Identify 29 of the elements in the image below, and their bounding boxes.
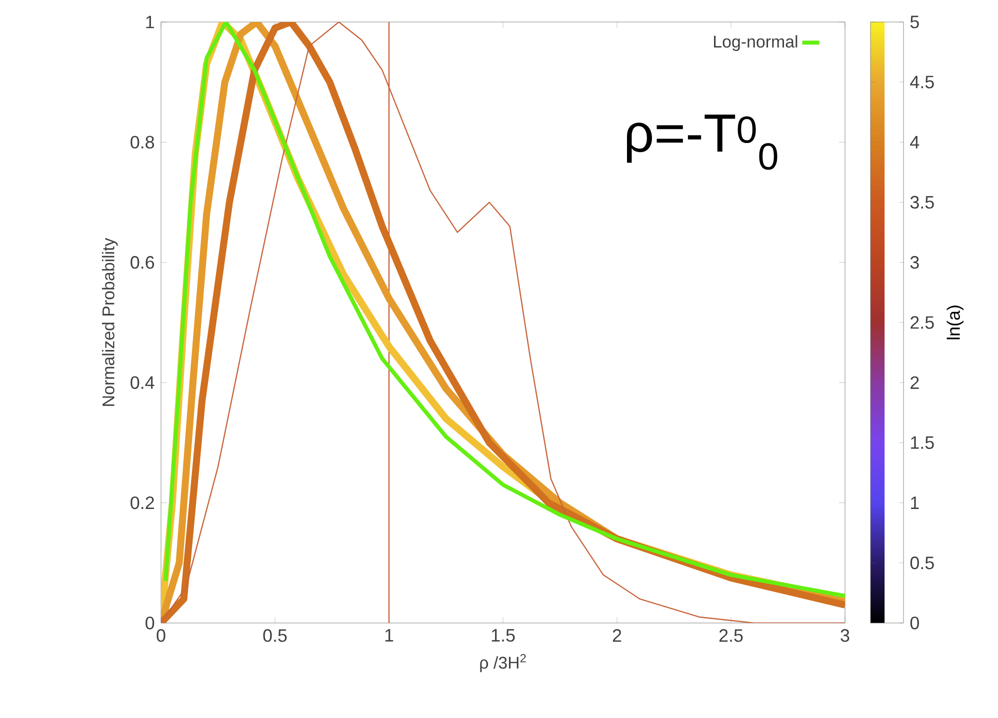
color-bar-label: 1 (911, 496, 919, 509)
color-bar-title: ln(a) (946, 306, 964, 340)
y-tick-label: 0.4 (130, 376, 154, 389)
color-bar-label: 0.5 (910, 556, 934, 570)
color-bar-label: 3 (910, 256, 919, 269)
color-bar-label: 0 (910, 616, 919, 630)
x-tick-label: 1.5 (492, 629, 515, 642)
color-bar-label: 5 (910, 16, 919, 28)
color-bar-label: 3.5 (910, 196, 934, 209)
color-bar-label: 2 (910, 376, 919, 389)
x-tick-label: 1 (385, 629, 394, 642)
y-tick-label: 0.2 (130, 496, 154, 510)
color-bar-label: 1.5 (911, 436, 934, 449)
x-tick-label: 2 (612, 629, 622, 642)
color-bar-label: 4 (910, 136, 920, 148)
y-tick-label: 0.6 (130, 256, 154, 269)
color-bar-label: 2.5 (910, 316, 934, 329)
y-tick-label: 1 (146, 16, 154, 28)
x-tick-label: 0 (156, 629, 166, 642)
y-tick-label: 0 (146, 616, 154, 630)
legend-label: Log-normal (714, 35, 798, 51)
x-tick-label: 0.5 (263, 629, 287, 642)
x-tick-label: 2.5 (719, 629, 743, 642)
color-bar-label: 4.5 (910, 76, 934, 88)
x-tick-label: 3 (840, 629, 850, 642)
y-axis-title: Normalized Probability (102, 238, 118, 406)
annotation: ρ=-T$^{0}$0 (626, 114, 778, 170)
y-tick-label: 0.8 (130, 136, 154, 149)
x-axis-title: ρ /3H$^{2}$ (480, 654, 526, 672)
